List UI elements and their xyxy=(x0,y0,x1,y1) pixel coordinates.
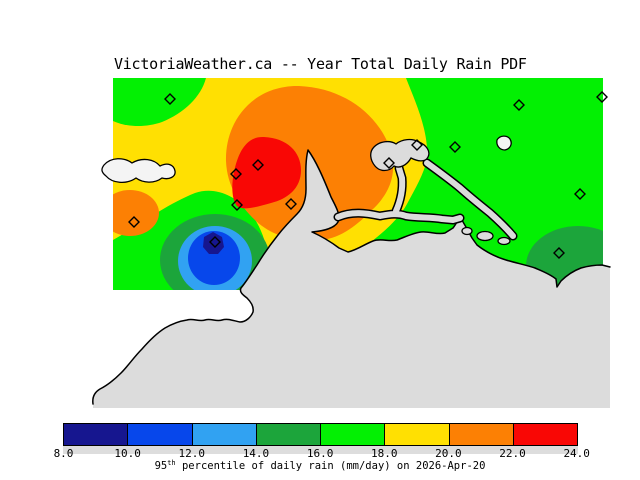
east-arm xyxy=(424,160,516,239)
tick-label-24.0: 24.0 xyxy=(563,447,590,460)
caption-superscript: th xyxy=(167,459,176,467)
station-marker xyxy=(574,188,586,200)
colorbar xyxy=(63,423,578,446)
station-marker xyxy=(252,159,264,171)
basin-navy-core-8-10 xyxy=(203,232,224,254)
island-in-green xyxy=(496,135,512,151)
colorbar-segment-0 xyxy=(64,424,129,445)
colorbar-caption: 95th percentile of daily rain (mm/day) o… xyxy=(0,459,640,472)
station-marker xyxy=(513,99,525,111)
tick-label-16.0: 16.0 xyxy=(306,447,334,460)
colorbar-shadow xyxy=(63,446,578,454)
tick-label-12.0: 12.0 xyxy=(178,447,206,460)
tick-label-20.0: 20.0 xyxy=(435,447,462,460)
field-green-northwest-16-18 xyxy=(113,78,206,127)
west-orange-blob-20-22 xyxy=(113,190,159,236)
station-marker xyxy=(411,139,423,151)
colorbar-segment-6 xyxy=(449,424,514,445)
station-marker xyxy=(230,168,242,180)
coastline xyxy=(92,149,611,405)
island-3 xyxy=(497,236,511,246)
station-marker xyxy=(383,157,395,169)
station-marker xyxy=(128,216,140,228)
station-marker xyxy=(596,91,608,103)
plot-title: VictoriaWeather.ca -- Year Total Daily R… xyxy=(114,55,527,73)
tick-label-22.0: 22.0 xyxy=(499,447,526,460)
station-marker xyxy=(164,93,176,105)
station-marker xyxy=(285,198,297,210)
harbour-channel xyxy=(335,210,463,223)
sea-juan-de-fuca xyxy=(92,150,610,408)
colorbar-segment-1 xyxy=(128,424,193,445)
station-marker xyxy=(553,247,565,259)
tick-label-8.0: 8.0 xyxy=(53,447,74,460)
caption-suffix: percentile of daily rain (mm/day) on 202… xyxy=(175,460,486,472)
colorbar-segment-4 xyxy=(321,424,386,445)
colorbar-segment-3 xyxy=(256,424,321,445)
west-lagoon-outline xyxy=(101,158,176,183)
tick-label-18.0: 18.0 xyxy=(371,447,398,460)
basin-blue-10-12 xyxy=(188,231,240,285)
station-marker xyxy=(449,141,461,153)
station-marker xyxy=(231,199,243,211)
island-2 xyxy=(476,230,494,242)
station-marker xyxy=(209,236,221,248)
island-1 xyxy=(461,226,473,236)
tick-label-14.0: 14.0 xyxy=(242,447,270,460)
caption-prefix: 95 xyxy=(154,460,168,472)
gorge-neck xyxy=(393,165,406,214)
colorbar-segment-2 xyxy=(192,424,257,445)
colorbar-segment-7 xyxy=(513,424,577,445)
tick-label-10.0: 10.0 xyxy=(114,447,141,460)
red-core-22-24 xyxy=(232,136,301,209)
station-markers xyxy=(128,91,608,259)
colorbar-segment-5 xyxy=(385,424,450,445)
